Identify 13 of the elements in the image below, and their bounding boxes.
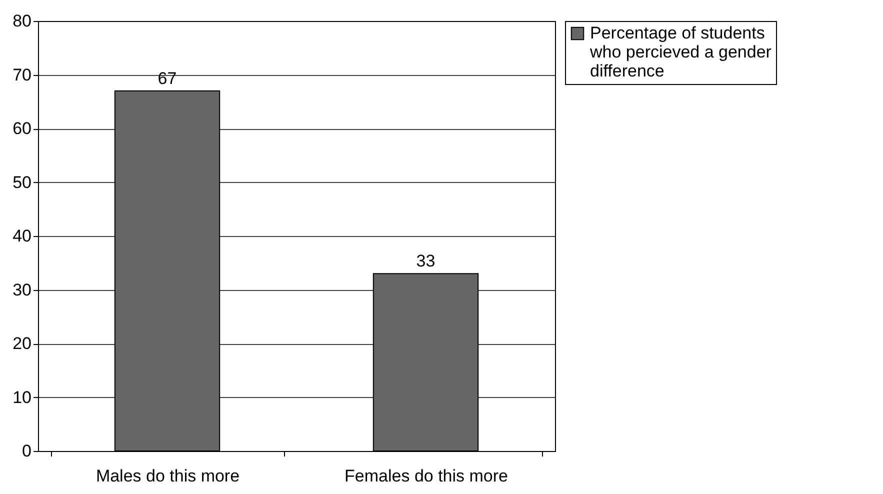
- x-tick-label: Males do this more: [96, 466, 240, 486]
- y-tick-label: 10: [12, 388, 32, 407]
- y-tick-label: 30: [12, 280, 32, 300]
- data-label: 33: [416, 252, 436, 271]
- y-tick-label: 50: [12, 172, 32, 192]
- y-tick-label: 0: [22, 442, 32, 460]
- y-tick-label: 20: [12, 334, 32, 353]
- y-tick-label: 40: [12, 226, 32, 246]
- x-tick-label: Females do this more: [344, 466, 508, 486]
- legend-label: Percentage of students who percieved a gender difference: [589, 24, 772, 80]
- y-tick-label: 60: [12, 119, 32, 138]
- y-tick-label: 70: [12, 65, 32, 84]
- y-tick-label: 80: [12, 12, 32, 30]
